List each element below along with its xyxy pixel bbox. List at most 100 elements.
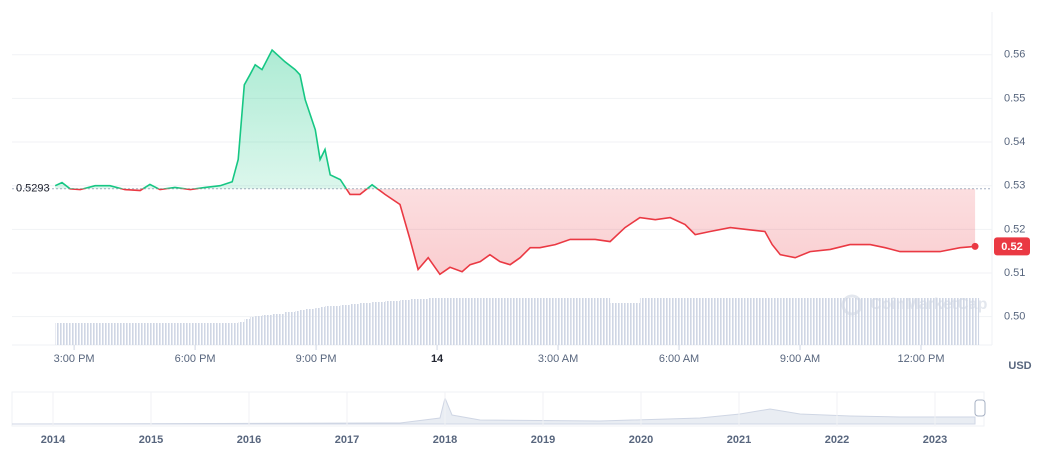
volume-bar [670,298,686,345]
volume-bar [205,323,221,345]
volume-bar [330,306,341,345]
volume-bar [870,298,886,345]
volume-bar [255,316,263,345]
volume-bar [530,298,540,345]
volume-bar [595,298,611,345]
volume-bar [232,323,239,345]
volume-bar [160,323,175,345]
volume-bar [520,298,531,345]
volume-bar [555,298,571,345]
volume-bar [510,298,521,345]
volume-bar [62,323,71,345]
navigator-labels: 2014 2015 2016 2017 2018 2019 2020 2021 2022 2023 [41,392,947,446]
volume-bar [324,306,331,345]
volume-bar [360,303,373,345]
navigator-label: 2019 [531,434,555,446]
x-tick-label: 6:00 PM [175,353,216,365]
volume-bar [470,298,481,345]
volume-bar [70,323,81,345]
volume-bar [939,298,961,345]
x-tick-label: 9:00 PM [296,353,337,365]
volume-bar [220,323,233,345]
volume-bar [960,298,976,345]
y-tick-label: 0.50 [1004,311,1025,323]
price-line-down [68,188,976,276]
volume-bar [299,310,306,345]
volume-bar [55,323,63,345]
plot-area: 0.50 0.51 0.52 0.53 0.54 0.55 0.56 3:00 PM 6:00 … [12,12,1030,365]
volume-bar [975,298,980,345]
x-tick-label: 9:00 AM [780,353,820,365]
navigator-label: 2015 [139,434,163,446]
volume-bar [418,299,429,345]
x-tick-label: 14 [431,353,444,365]
volume-bar [449,298,463,345]
volume-bar [372,302,386,345]
navigator-label: 2022 [825,434,849,446]
volume-bar [764,298,773,345]
volume-bar [80,323,96,345]
volume-bar [174,323,191,345]
last-point [971,242,979,250]
volume-bar [349,304,361,345]
navigator-preview [11,396,976,425]
volume-bar [244,319,250,345]
x-tick-label: 12:00 PM [897,353,944,365]
volume-bar [439,298,450,345]
volume-bar [95,323,110,345]
volume-bar [780,298,796,345]
volume-bar [655,298,671,345]
last-value-label: 0.52 [1001,241,1022,253]
volume-bar [610,303,626,345]
volume-bar [190,323,206,345]
volume-bar [399,300,411,345]
volume-bar [410,299,419,345]
volume-bar [885,298,901,345]
navigator-label: 2018 [433,434,457,446]
volume-bar [695,298,711,345]
volume-bar [149,323,161,345]
volume-bar [124,323,141,345]
y-tick-label: 0.52 [1004,223,1025,235]
area-up [55,50,976,189]
volume-bar [295,311,300,345]
volume-bar [285,312,296,345]
y-unit: USD [1008,360,1031,372]
volume-bar [249,317,256,345]
volume-bar [140,323,150,345]
volume-bar [850,298,871,345]
volume-bar [710,298,731,345]
navigator-label: 2023 [923,434,947,446]
volume-bar [315,308,321,345]
volume-bar [262,315,273,345]
volume-bar [385,301,400,345]
volume-bar [900,298,921,345]
y-tick-label: 0.55 [1004,92,1025,104]
y-tick-label: 0.51 [1004,267,1025,279]
x-tick-label: 3:00 PM [54,353,95,365]
volume-bar [772,298,781,345]
navigator-label: 2014 [41,434,66,446]
y-tick-label: 0.56 [1004,49,1025,61]
volume-bar [428,298,440,345]
navigator-handle[interactable] [974,399,986,417]
volume-bar [580,298,596,345]
volume-bar [305,309,316,345]
baseline-label: 0.5293 [16,183,50,195]
volume-bar [340,305,350,345]
navigator-label: 2020 [629,434,653,446]
y-tick-label: 0.54 [1004,136,1025,148]
navigator-label: 2021 [727,434,751,446]
volume-bar [539,298,556,345]
price-line-up [54,48,379,189]
volume-bar [570,298,581,345]
volume-bar [745,298,765,345]
volume-bar [489,298,500,345]
navigator-label: 2017 [335,434,359,446]
volume-bar [320,307,325,345]
volume-bar [730,298,746,345]
volume-bar [272,314,286,345]
volume-bar [499,298,511,345]
volume-bar [462,298,471,345]
